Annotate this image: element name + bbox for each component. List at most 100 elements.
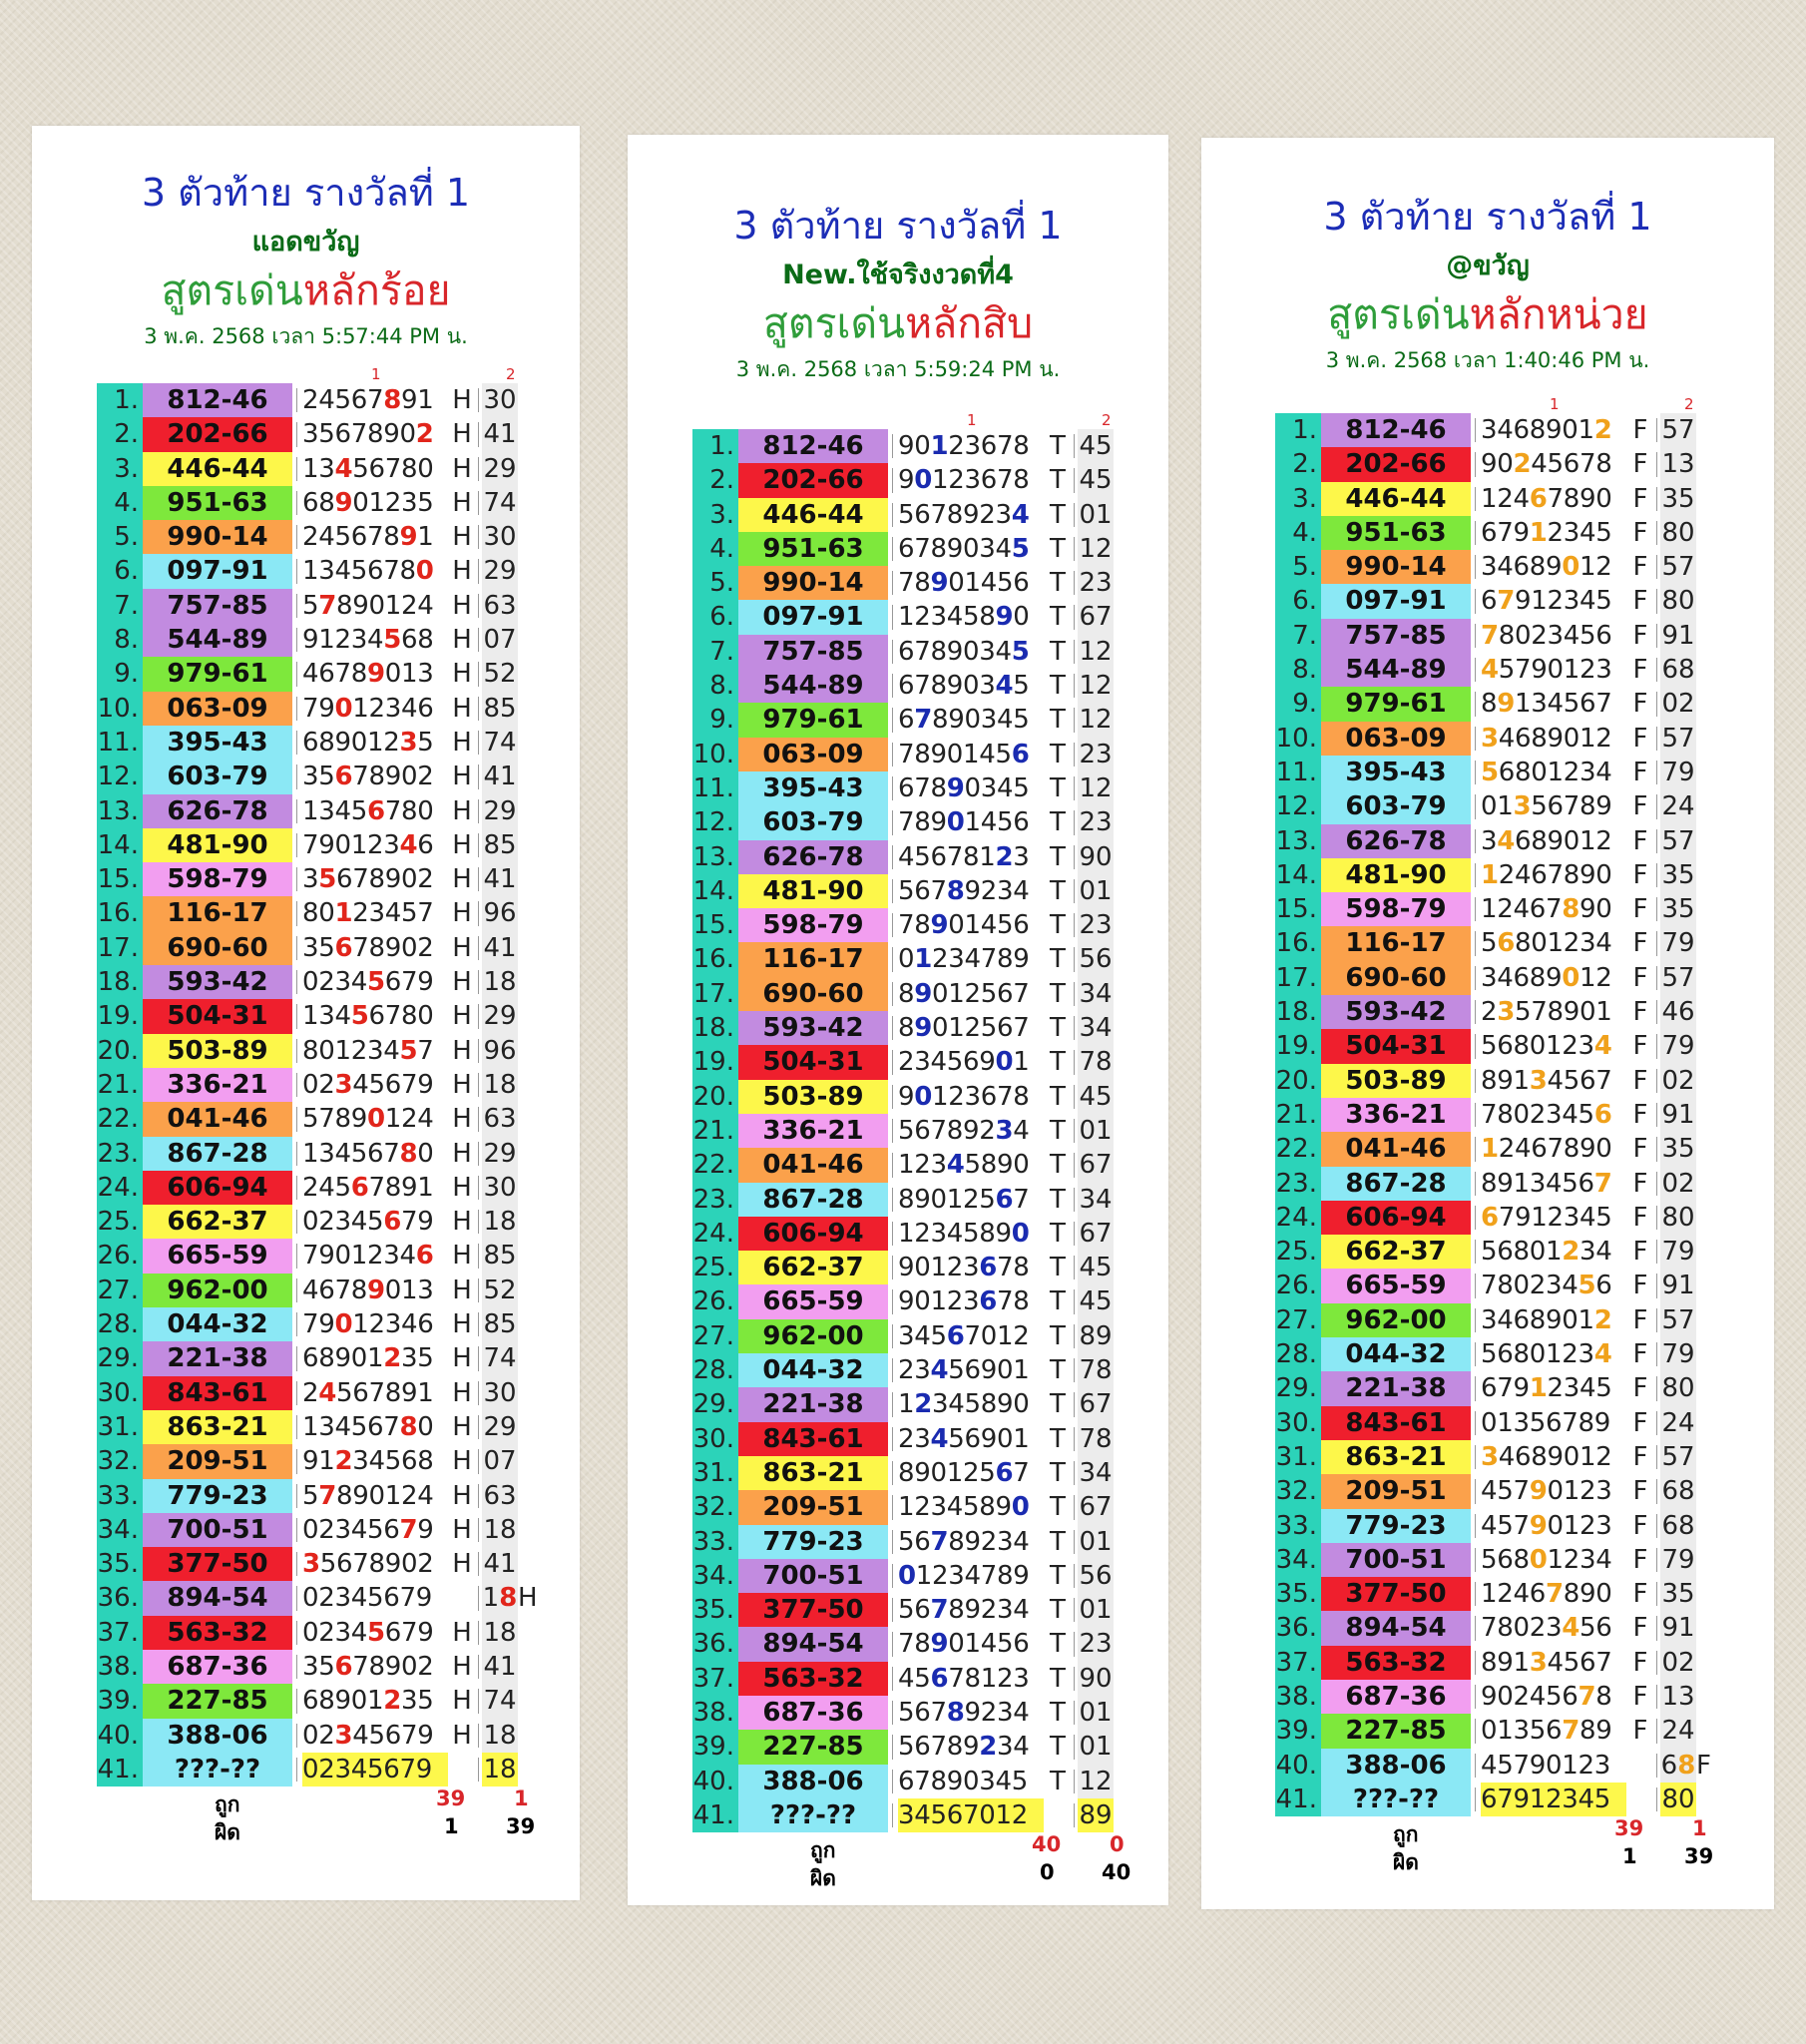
row-number: 17. <box>97 930 143 966</box>
pair-value: 57 <box>1660 960 1696 996</box>
table-row: 32. 209-51 91234568 H 07 <box>97 1444 548 1479</box>
hit-marker <box>1044 1798 1072 1832</box>
digit-set: 12345890 <box>898 1150 1030 1181</box>
pair-value: 30 <box>482 1170 518 1206</box>
column-divider <box>292 1513 302 1547</box>
row-number: 2. <box>1275 447 1321 482</box>
hit-marker: T <box>1050 636 1066 667</box>
digit-set: 56801234 <box>1481 1031 1612 1062</box>
column-divider <box>292 520 302 554</box>
pair-value: 24 <box>1660 1714 1696 1749</box>
result-code: 812-46 <box>1321 413 1471 448</box>
column-divider <box>888 1387 898 1421</box>
digit-set: 78901456 <box>898 568 1030 599</box>
row-number: 15. <box>692 908 738 943</box>
digit-set: 56801234 <box>1481 757 1612 787</box>
column-divider <box>476 1171 482 1205</box>
pair-value: 18 <box>482 1718 518 1753</box>
column-divider <box>888 1730 898 1764</box>
hit-marker: H <box>452 762 472 792</box>
result-code: 606-94 <box>738 1216 888 1252</box>
hit-marker: F <box>1632 1716 1648 1747</box>
pair-value: 67 <box>1078 1216 1114 1252</box>
column-divider <box>1072 463 1078 497</box>
column-divider <box>476 1444 482 1478</box>
table-row: 39. 227-85 68901235 H 74 <box>97 1684 548 1719</box>
result-code: 867-28 <box>1321 1166 1471 1201</box>
pair-value: 91 <box>1660 1269 1696 1303</box>
pair-value: 52 <box>482 657 518 692</box>
table-row: 33. 779-23 56789234 T 01 <box>692 1524 1114 1559</box>
table-row: 36. 894-54 78901456 T 23 <box>692 1627 1114 1662</box>
column-divider <box>888 942 898 976</box>
hit-marker: F <box>1632 962 1648 993</box>
formula-name: สูตรเด่นหลักร้อย <box>32 261 580 319</box>
table-row: 35. 377-50 35678902 H 41 <box>97 1547 548 1582</box>
pair-value: 96 <box>482 1033 518 1068</box>
hit-marker <box>448 1581 476 1615</box>
column-divider <box>888 1627 898 1661</box>
pair-value: 41 <box>482 1547 518 1582</box>
row-number: 20. <box>692 1079 738 1114</box>
table-row: 40. 388-06 45790123 68 F <box>1275 1748 1726 1783</box>
pair-value: 80 <box>1660 1782 1696 1817</box>
pair-value: 01 <box>1078 1695 1114 1731</box>
table-row: 2. 202-66 90245678 F 13 <box>1275 447 1726 482</box>
correct-count-1: 39 <box>1614 1816 1644 1841</box>
column-divider <box>292 1171 302 1205</box>
pair-value: 23 <box>1078 805 1114 840</box>
result-code: 395-43 <box>1321 755 1471 790</box>
result-code: 894-54 <box>738 1627 888 1662</box>
table-row: 14. 481-90 79012346 H 85 <box>97 827 548 863</box>
correct-count-1: 40 <box>1032 1832 1062 1857</box>
table-row: 12. 603-79 35678902 H 41 <box>97 760 548 794</box>
row-number: 27. <box>97 1273 143 1308</box>
row-number: 19. <box>1275 1029 1321 1064</box>
table-row: 1. 812-46 34689012 F 57 <box>1275 413 1726 448</box>
result-code: 481-90 <box>143 827 292 863</box>
formula-highlight: หลักสิบ <box>905 299 1034 347</box>
results-table: 1 2 1. 812-46 24567891 H 30 2. 202-66 35678902 H 41… <box>97 363 548 1844</box>
table-row: 4. 951-63 67912345 F 80 <box>1275 515 1726 551</box>
result-code: 962-00 <box>738 1318 888 1354</box>
table-row: 39. 227-85 56789234 T 01 <box>692 1730 1114 1765</box>
hit-marker: T <box>1050 875 1066 906</box>
table-row: 19. 504-31 56801234 F 79 <box>1275 1029 1726 1064</box>
result-code: 377-50 <box>738 1593 888 1628</box>
result-code: 665-59 <box>143 1239 292 1274</box>
digit-set: 91234568 <box>302 1446 434 1477</box>
digit-set: 89012567 <box>898 1184 1030 1215</box>
row-number: 12. <box>97 760 143 794</box>
digit-set: 89012567 <box>898 978 1030 1009</box>
table-row: 40. 388-06 67890345 T 12 <box>692 1764 1114 1798</box>
result-code: 388-06 <box>1321 1748 1471 1783</box>
panel-title: 3 ตัวท้าย รางวัลที่ 1 <box>733 204 1063 248</box>
pair-value: 85 <box>482 1239 518 1274</box>
result-code: 894-54 <box>1321 1611 1471 1646</box>
result-code: 563-32 <box>143 1615 292 1650</box>
result-code: 446-44 <box>738 497 888 532</box>
hit-marker: H <box>452 1446 472 1477</box>
table-row: 21. 336-21 78023456 F 91 <box>1275 1097 1726 1133</box>
hit-marker: F <box>1632 1647 1648 1678</box>
table-row: 7. 757-85 78023456 F 91 <box>1275 618 1726 654</box>
column-divider <box>1654 1474 1660 1508</box>
result-code: 041-46 <box>143 1102 292 1137</box>
table-row: 19. 504-31 13456780 H 29 <box>97 999 548 1034</box>
column-divider <box>888 635 898 669</box>
row-number: 26. <box>97 1239 143 1274</box>
pair-value: 45 <box>1078 1284 1114 1319</box>
result-code: 665-59 <box>1321 1269 1471 1303</box>
column-divider <box>1072 429 1078 463</box>
row-number: 13. <box>1275 823 1321 858</box>
result-code: 757-85 <box>143 588 292 624</box>
hit-marker: F <box>1632 1476 1648 1507</box>
column-divider <box>1072 1217 1078 1251</box>
pair-value: 18 <box>482 1512 518 1548</box>
table-row: 27. 962-00 34689012 F 57 <box>1275 1302 1726 1338</box>
pair-value: 18 <box>482 965 518 1000</box>
table-row: 13. 626-78 45678123 T 90 <box>692 839 1114 874</box>
column-divider <box>476 452 482 486</box>
column-divider <box>888 1045 898 1079</box>
results-table: 1 2 1. 812-46 34689012 F 57 2. 202-66 90245678 F 13… <box>1275 393 1726 1874</box>
